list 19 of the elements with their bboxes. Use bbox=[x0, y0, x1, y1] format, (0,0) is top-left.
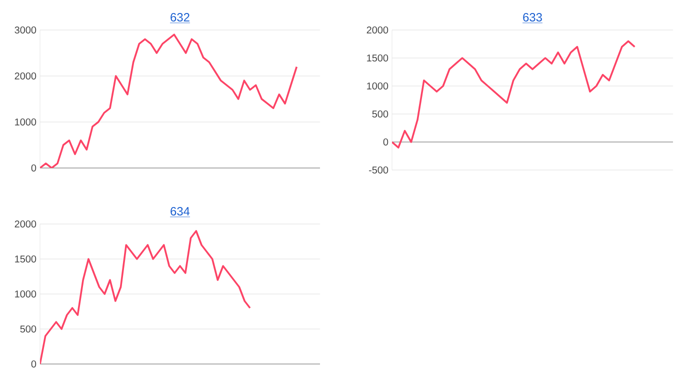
chart-title: 632 bbox=[170, 13, 190, 22]
y-tick-label: -500 bbox=[368, 166, 388, 174]
y-tick-label: 1000 bbox=[15, 118, 36, 126]
y-tick-label: 0 bbox=[383, 138, 388, 146]
y-tick-label: 1000 bbox=[367, 82, 388, 90]
y-tick-label: 2000 bbox=[366, 26, 388, 34]
y-tick-label: 1500 bbox=[367, 54, 388, 62]
chart-title: 634 bbox=[170, 207, 190, 216]
y-tick-label: 2000 bbox=[14, 220, 36, 228]
line-series bbox=[40, 230, 251, 364]
y-tick-label: 0 bbox=[31, 360, 36, 368]
chart-title: 633 bbox=[523, 13, 542, 22]
y-tick-label: 500 bbox=[372, 110, 388, 118]
y-tick-label: 1500 bbox=[15, 255, 36, 263]
y-tick-label: 3000 bbox=[14, 26, 36, 34]
y-tick-label: 2000 bbox=[14, 72, 36, 80]
y-tick-label: 1000 bbox=[15, 290, 36, 298]
y-tick-label: 0 bbox=[31, 164, 36, 172]
y-tick-label: 500 bbox=[20, 325, 36, 333]
